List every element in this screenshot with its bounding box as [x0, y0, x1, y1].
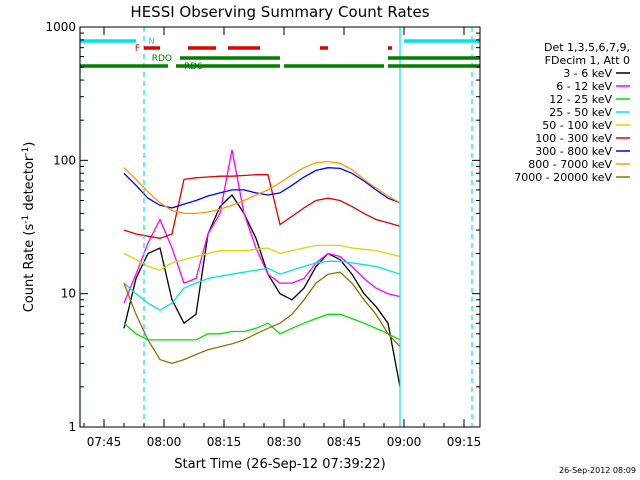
- legend-header-1: FDecim 1, Att 0: [545, 54, 630, 67]
- state-bar-label-3: RD6: [184, 62, 203, 72]
- x-tick-label-4: 08:45: [327, 435, 362, 449]
- y-tick-label-3: 1000: [45, 20, 76, 34]
- y-tick-label-1: 10: [61, 287, 76, 301]
- series-line-4: [123, 244, 401, 271]
- legend: Det 1,3,5,6,7,9,FDecim 1, Att 03 - 6 keV…: [514, 41, 630, 184]
- legend-label-3: 25 - 50 keV: [549, 106, 612, 119]
- legend-label-8: 7000 - 20000 keV: [514, 171, 612, 184]
- y-axis-ticks: 1 10 100 1000: [45, 20, 480, 434]
- y-axis-label-tail: detector: [22, 155, 37, 215]
- state-bar-label-1: F: [135, 44, 140, 54]
- legend-label-4: 50 - 100 keV: [542, 119, 612, 132]
- legend-label-6: 300 - 800 keV: [535, 145, 612, 158]
- x-tick-label-0: 07:45: [87, 435, 122, 449]
- timestamp: 26-Sep-2012 08:09: [559, 466, 636, 475]
- series-line-7: [123, 160, 401, 215]
- x-tick-label-6: 09:15: [447, 435, 482, 449]
- chart-title: HESSI Observing Summary Count Rates: [130, 3, 429, 21]
- x-tick-label-3: 08:30: [267, 435, 302, 449]
- legend-label-2: 12 - 25 keV: [549, 93, 612, 106]
- legend-label-1: 6 - 12 keV: [556, 80, 612, 93]
- series-layer: [123, 149, 401, 388]
- x-tick-label-1: 08:00: [147, 435, 182, 449]
- y-axis-label-sup: -1: [21, 215, 31, 224]
- x-tick-label-5: 09:00: [387, 435, 422, 449]
- vertical-marker-layer: [79, 27, 473, 427]
- y-axis-label-main: Count Rate (s: [22, 224, 37, 313]
- series-line-2: [123, 313, 401, 341]
- x-axis-ticks: 07:45 08:00 08:15 08:30 08:45 09:00 09:15: [83, 27, 482, 449]
- state-bar-label-0: N: [148, 37, 155, 47]
- legend-label-0: 3 - 6 keV: [563, 67, 612, 80]
- y-axis-label: Count Rate (s-1 detector-1): [21, 142, 37, 313]
- legend-label-7: 800 - 7000 keV: [528, 158, 612, 171]
- x-tick-label-2: 08:15: [207, 435, 242, 449]
- series-line-5: [123, 174, 401, 239]
- legend-label-5: 100 - 300 keV: [535, 132, 612, 145]
- state-bar-layer: NF RDO RD6: [80, 37, 480, 72]
- series-line-0: [123, 193, 401, 388]
- legend-header-0: Det 1,3,5,6,7,9,: [544, 41, 630, 54]
- y-axis-label-close: ): [22, 142, 37, 147]
- y-tick-label-0: 1: [68, 420, 76, 434]
- series-line-3: [123, 260, 401, 312]
- y-tick-label-2: 100: [53, 153, 76, 167]
- state-bar-label-2: RDO: [152, 54, 172, 64]
- plot-frame: [79, 26, 481, 428]
- series-line-8: [123, 271, 401, 365]
- y-axis-label-sup2: -1: [21, 147, 31, 156]
- series-line-1: [123, 149, 401, 304]
- series-line-6: [123, 167, 401, 209]
- x-axis-label: Start Time (26-Sep-12 07:39:22): [174, 457, 385, 472]
